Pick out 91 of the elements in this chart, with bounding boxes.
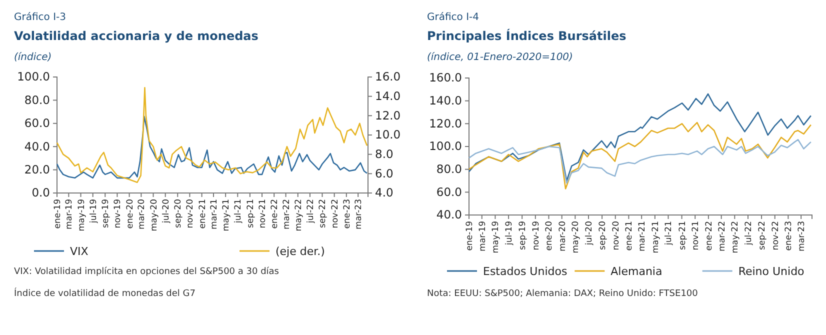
legend-label: Alemania [610,265,662,278]
line-series [468,139,812,184]
y2-tick-label: 6.0 [375,166,394,180]
y-axis-title: (índice) [14,52,52,63]
x-tick-label: mar-20 [558,221,568,252]
x-tick-label: ene-23 [342,199,352,229]
chart-title: Gráfico I-3 [14,12,66,23]
chart-subtitle: Principales Índices Bursátiles [427,28,626,43]
x-tick-label: sep-20 [174,199,184,228]
x-tick-label: mar-22 [717,221,728,252]
x-tick-label: nov-20 [186,199,196,228]
x-tick-label: jul-22 [744,221,754,246]
x-tick-label: ene-22 [270,199,280,229]
x-tick-label: jul-22 [306,199,316,224]
y-tick-label: 100.0 [429,139,462,154]
x-tick-label: may-19 [491,221,502,254]
x-tick-label: nov-21 [258,199,268,228]
x-tick-label: jul-20 [161,199,172,224]
text: Nota: EEUU: S&P500; Alemania: DAX; Reino Unido: FTSE100 [427,289,698,299]
y-tick-label: 60.0 [436,184,462,199]
x-tick-label: mar-22 [282,199,292,230]
x-tick-label: nov-20 [611,221,622,250]
x-tick-label: ene-20 [544,221,555,251]
x-tick-label: mar-23 [354,199,364,230]
x-tick-label: may-21 [650,221,661,254]
x-tick-label: mar-21 [209,199,220,230]
text: Índice de volatilidad de monedas del G7 [14,287,196,299]
x-tick-label: sep-19 [101,199,112,228]
y-tick-label: 140.0 [429,94,462,108]
line-series [56,116,368,179]
legend-label: VIX [70,245,89,258]
y2-tick-label: 12.0 [375,108,401,122]
x-tick-label: sep-22 [318,199,328,228]
x-tick-label: nov-19 [113,199,124,228]
x-tick-label: nov-19 [531,221,542,250]
x-tick-label: mar-20 [137,199,148,230]
x-tick-label: ene-21 [198,199,208,229]
x-tick-label: jul-19 [504,221,515,246]
text: VIX: Volatilidad implícita en opciones del S&P500 a 30 días [14,266,280,277]
legend-label: Reino Unido [738,265,805,278]
x-tick-label: jul-21 [234,199,244,224]
x-tick-label: nov-21 [691,221,702,250]
y-tick-label: 40.0 [436,208,462,222]
x-tick-label: mar-19 [478,221,488,252]
y-tick-label: 120.0 [429,116,462,130]
x-tick-label: nov-22 [770,221,781,250]
y-tick-label: 60.0 [24,116,50,130]
y2-tick-label: 14.0 [375,89,401,104]
x-tick-label: may-19 [76,199,87,232]
x-tick-label: ene-22 [704,221,714,251]
x-tick-label: ene-21 [624,221,635,251]
y2-tick-label: 10.0 [375,128,401,142]
x-tick-label: sep-19 [518,221,528,250]
x-tick-label: jul-21 [664,221,674,246]
x-tick-label: ene-19 [464,221,475,251]
line-series [468,93,812,182]
line-series [468,122,812,190]
y-tick-label: 0.0 [32,186,50,200]
legend-label: Estados Unidos [483,265,568,278]
x-tick-label: jul-20 [584,221,594,246]
y-axis-title: (índice, 01-Enero-2020=100) [427,52,573,63]
x-tick-label: sep-22 [758,221,768,250]
x-tick-label: sep-20 [598,221,608,250]
y-tick-label: 100.0 [17,70,50,84]
x-tick-label: may-21 [222,199,232,232]
x-tick-label: sep-21 [246,199,256,228]
x-tick-label: sep-21 [678,221,688,250]
x-tick-label: ene-19 [52,199,63,229]
y-tick-label: 160.0 [429,70,462,85]
y-tick-label: 40.0 [24,139,50,154]
x-tick-label: mar-19 [64,199,75,230]
x-tick-label: jul-19 [88,199,99,224]
y2-tick-label: 8.0 [375,147,394,162]
x-tick-label: may-20 [149,199,160,232]
x-tick-label: may-22 [730,221,741,254]
x-tick-label: nov-22 [330,199,340,228]
legend-label: (eje der.) [276,245,325,258]
x-tick-label: ene-23 [784,221,794,251]
x-tick-label: may-20 [571,221,582,254]
chart-title: Gráfico I-4 [427,12,480,23]
y-tick-label: 20.0 [24,162,50,176]
x-tick-label: mar-23 [797,221,808,252]
chart-subtitle: Volatilidad accionaria y de monedas [14,29,258,43]
y2-tick-label: 4.0 [375,186,394,200]
y2-tick-label: 16.0 [375,70,401,84]
line-series [56,86,368,184]
y-tick-label: 80.0 [24,92,50,107]
y-tick-label: 80.0 [436,162,462,176]
x-tick-label: ene-20 [125,199,136,229]
x-tick-label: may-22 [294,199,304,232]
x-tick-label: mar-21 [638,221,648,252]
